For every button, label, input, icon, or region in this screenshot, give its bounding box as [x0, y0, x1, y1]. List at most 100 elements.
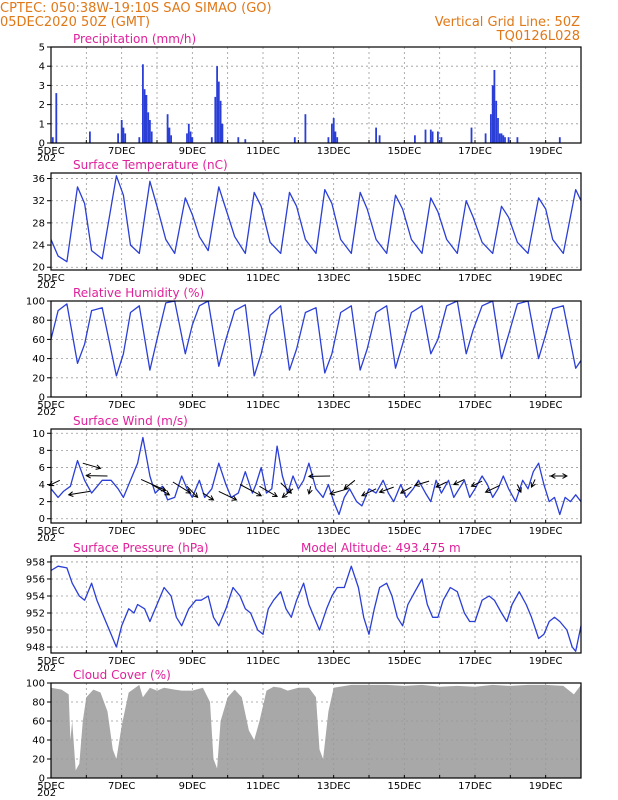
- cloud-title: Cloud Cover (%): [73, 668, 171, 682]
- wind-ytick-label: 6: [39, 463, 45, 474]
- temp-xtick-label: 7DEC: [108, 273, 135, 284]
- precip-bar: [120, 120, 123, 143]
- temp-year-label: 202: [37, 280, 56, 291]
- precip-bar: [219, 100, 222, 143]
- precip-bar: [470, 127, 473, 143]
- pressure-year-label: 202: [37, 663, 56, 674]
- precip-bar: [187, 123, 190, 143]
- wind-title: Surface Wind (m/s): [73, 414, 188, 428]
- pressure-xtick-label: 15DEC: [387, 656, 421, 667]
- cloud-ytick-label: 60: [32, 717, 45, 728]
- precip-ytick-label: 2: [39, 100, 45, 111]
- temp-xtick-label: 9DEC: [179, 273, 206, 284]
- pressure-series-line: [50, 565, 582, 652]
- humidity-xtick-label: 7DEC: [108, 400, 135, 411]
- precip-bar: [429, 129, 432, 143]
- humidity-panel: 0 20 40 60 80 100 5DEC 7DEC 9DEC 11DEC 13DEC 15DEC 1…: [26, 286, 582, 418]
- precip-bar: [216, 66, 218, 143]
- temp-xtick-label: 19DEC: [529, 273, 563, 284]
- temp-panel: 20 24 28 32 36 5DEC 7DEC 9DEC 11DEC 13DEC 15DEC 17D…: [32, 158, 582, 291]
- precip-bar: [293, 137, 296, 143]
- precip-bar: [491, 85, 494, 143]
- humidity-year-label: 202: [37, 407, 56, 418]
- precip-bar: [334, 131, 337, 143]
- precip-bar: [166, 114, 169, 143]
- pressure-xtick-label: 11DEC: [246, 656, 280, 667]
- precip-bar: [336, 137, 339, 143]
- pressure-xtick-label: 19DEC: [529, 656, 563, 667]
- temp-ytick-label: 20: [32, 263, 45, 274]
- precip-bar: [304, 114, 307, 143]
- cloud-ytick-label: 80: [32, 698, 45, 709]
- precip-bar: [168, 127, 171, 143]
- humidity-xtick-label: 17DEC: [458, 400, 492, 411]
- wind-wind-arrow: [151, 484, 171, 496]
- precip-bar: [431, 131, 434, 143]
- header-date: 05DEC2020 50Z (GMT): [0, 15, 150, 30]
- wind-wind-arrow: [239, 484, 263, 497]
- cloud-year-label: 202: [37, 788, 56, 799]
- temp-ytick-label: 32: [32, 196, 45, 207]
- pressure-ytick-label: 958: [26, 557, 45, 568]
- wind-ytick-label: 2: [39, 497, 45, 508]
- precip-bar: [51, 137, 54, 143]
- precip-year-label: 202: [37, 153, 56, 164]
- wind-xtick-label: 15DEC: [387, 526, 421, 537]
- wind-wind-arrow: [413, 480, 430, 487]
- temp-title: Surface Temperature (nC): [73, 158, 228, 172]
- precip-bar: [378, 135, 381, 143]
- precip-bar: [191, 137, 194, 143]
- wind-wind-arrow: [67, 490, 90, 497]
- precip-bar: [221, 123, 224, 143]
- precip-bar: [558, 137, 561, 143]
- precip-bar: [484, 133, 487, 143]
- wind-wind-arrow: [218, 490, 238, 501]
- wind-wind-arrow: [452, 478, 465, 486]
- precip-bar: [210, 137, 213, 143]
- wind-wind-arrow: [470, 480, 483, 487]
- wind-xtick-label: 5DEC: [37, 526, 64, 537]
- precip-ytick-label: 1: [39, 119, 45, 130]
- precip-bar: [142, 64, 144, 143]
- cloud-xtick-label: 5DEC: [37, 781, 64, 792]
- wind-wind-arrow: [329, 488, 348, 496]
- precip-panel: 0 1 2 3 4 5 5DEC 7DEC 9DEC 11DEC 13DEC 15DEC 17DEC 19…: [37, 32, 582, 164]
- precip-bar: [124, 133, 127, 143]
- wind-wind-arrow: [516, 484, 522, 494]
- humidity-frame: [50, 300, 582, 398]
- precip-bar: [332, 118, 335, 143]
- precip-frame: [50, 46, 582, 144]
- pressure-xtick-label: 9DEC: [179, 656, 206, 667]
- humidity-ytick-label: 20: [32, 373, 45, 384]
- cloud-xtick-label: 13DEC: [317, 781, 351, 792]
- humidity-ytick-label: 40: [32, 354, 45, 365]
- precip-bar: [493, 70, 496, 143]
- wind-ytick-label: 0: [39, 514, 45, 525]
- cloud-xtick-label: 15DEC: [387, 781, 421, 792]
- humidity-title: Relative Humidity (%): [73, 286, 204, 300]
- cloud-panel: 0 20 40 60 80 100 5DEC 7DEC 9DEC 11DEC 13DEC 15DEC 1…: [26, 668, 582, 799]
- wind-xtick-label: 7DEC: [108, 526, 135, 537]
- precip-bar: [170, 135, 172, 143]
- wind-wind-arrow: [281, 488, 294, 499]
- wind-wind-arrow: [82, 462, 102, 470]
- precip-xtick-label: 19DEC: [529, 146, 563, 157]
- wind-wind-arrow: [484, 484, 500, 493]
- humidity-xtick-label: 15DEC: [387, 400, 421, 411]
- cloud-ytick-label: 0: [39, 774, 45, 785]
- precip-ytick-label: 4: [39, 62, 45, 73]
- precip-bar: [237, 137, 240, 143]
- precip-xtick-label: 15DEC: [387, 146, 421, 157]
- precip-xtick-label: 11DEC: [246, 146, 280, 157]
- wind-wind-arrow: [307, 473, 331, 480]
- wind-series-line: [50, 436, 582, 516]
- precip-bar: [498, 133, 501, 143]
- wind-ytick-label: 8: [39, 446, 45, 457]
- precip-bar: [149, 120, 151, 143]
- precip-bar: [507, 137, 510, 143]
- pressure-xtick-label: 13DEC: [317, 656, 351, 667]
- humidity-ytick-label: 0: [39, 393, 45, 404]
- pressure-ytick-label: 956: [26, 574, 45, 585]
- cloud-ytick-label: 40: [32, 736, 45, 747]
